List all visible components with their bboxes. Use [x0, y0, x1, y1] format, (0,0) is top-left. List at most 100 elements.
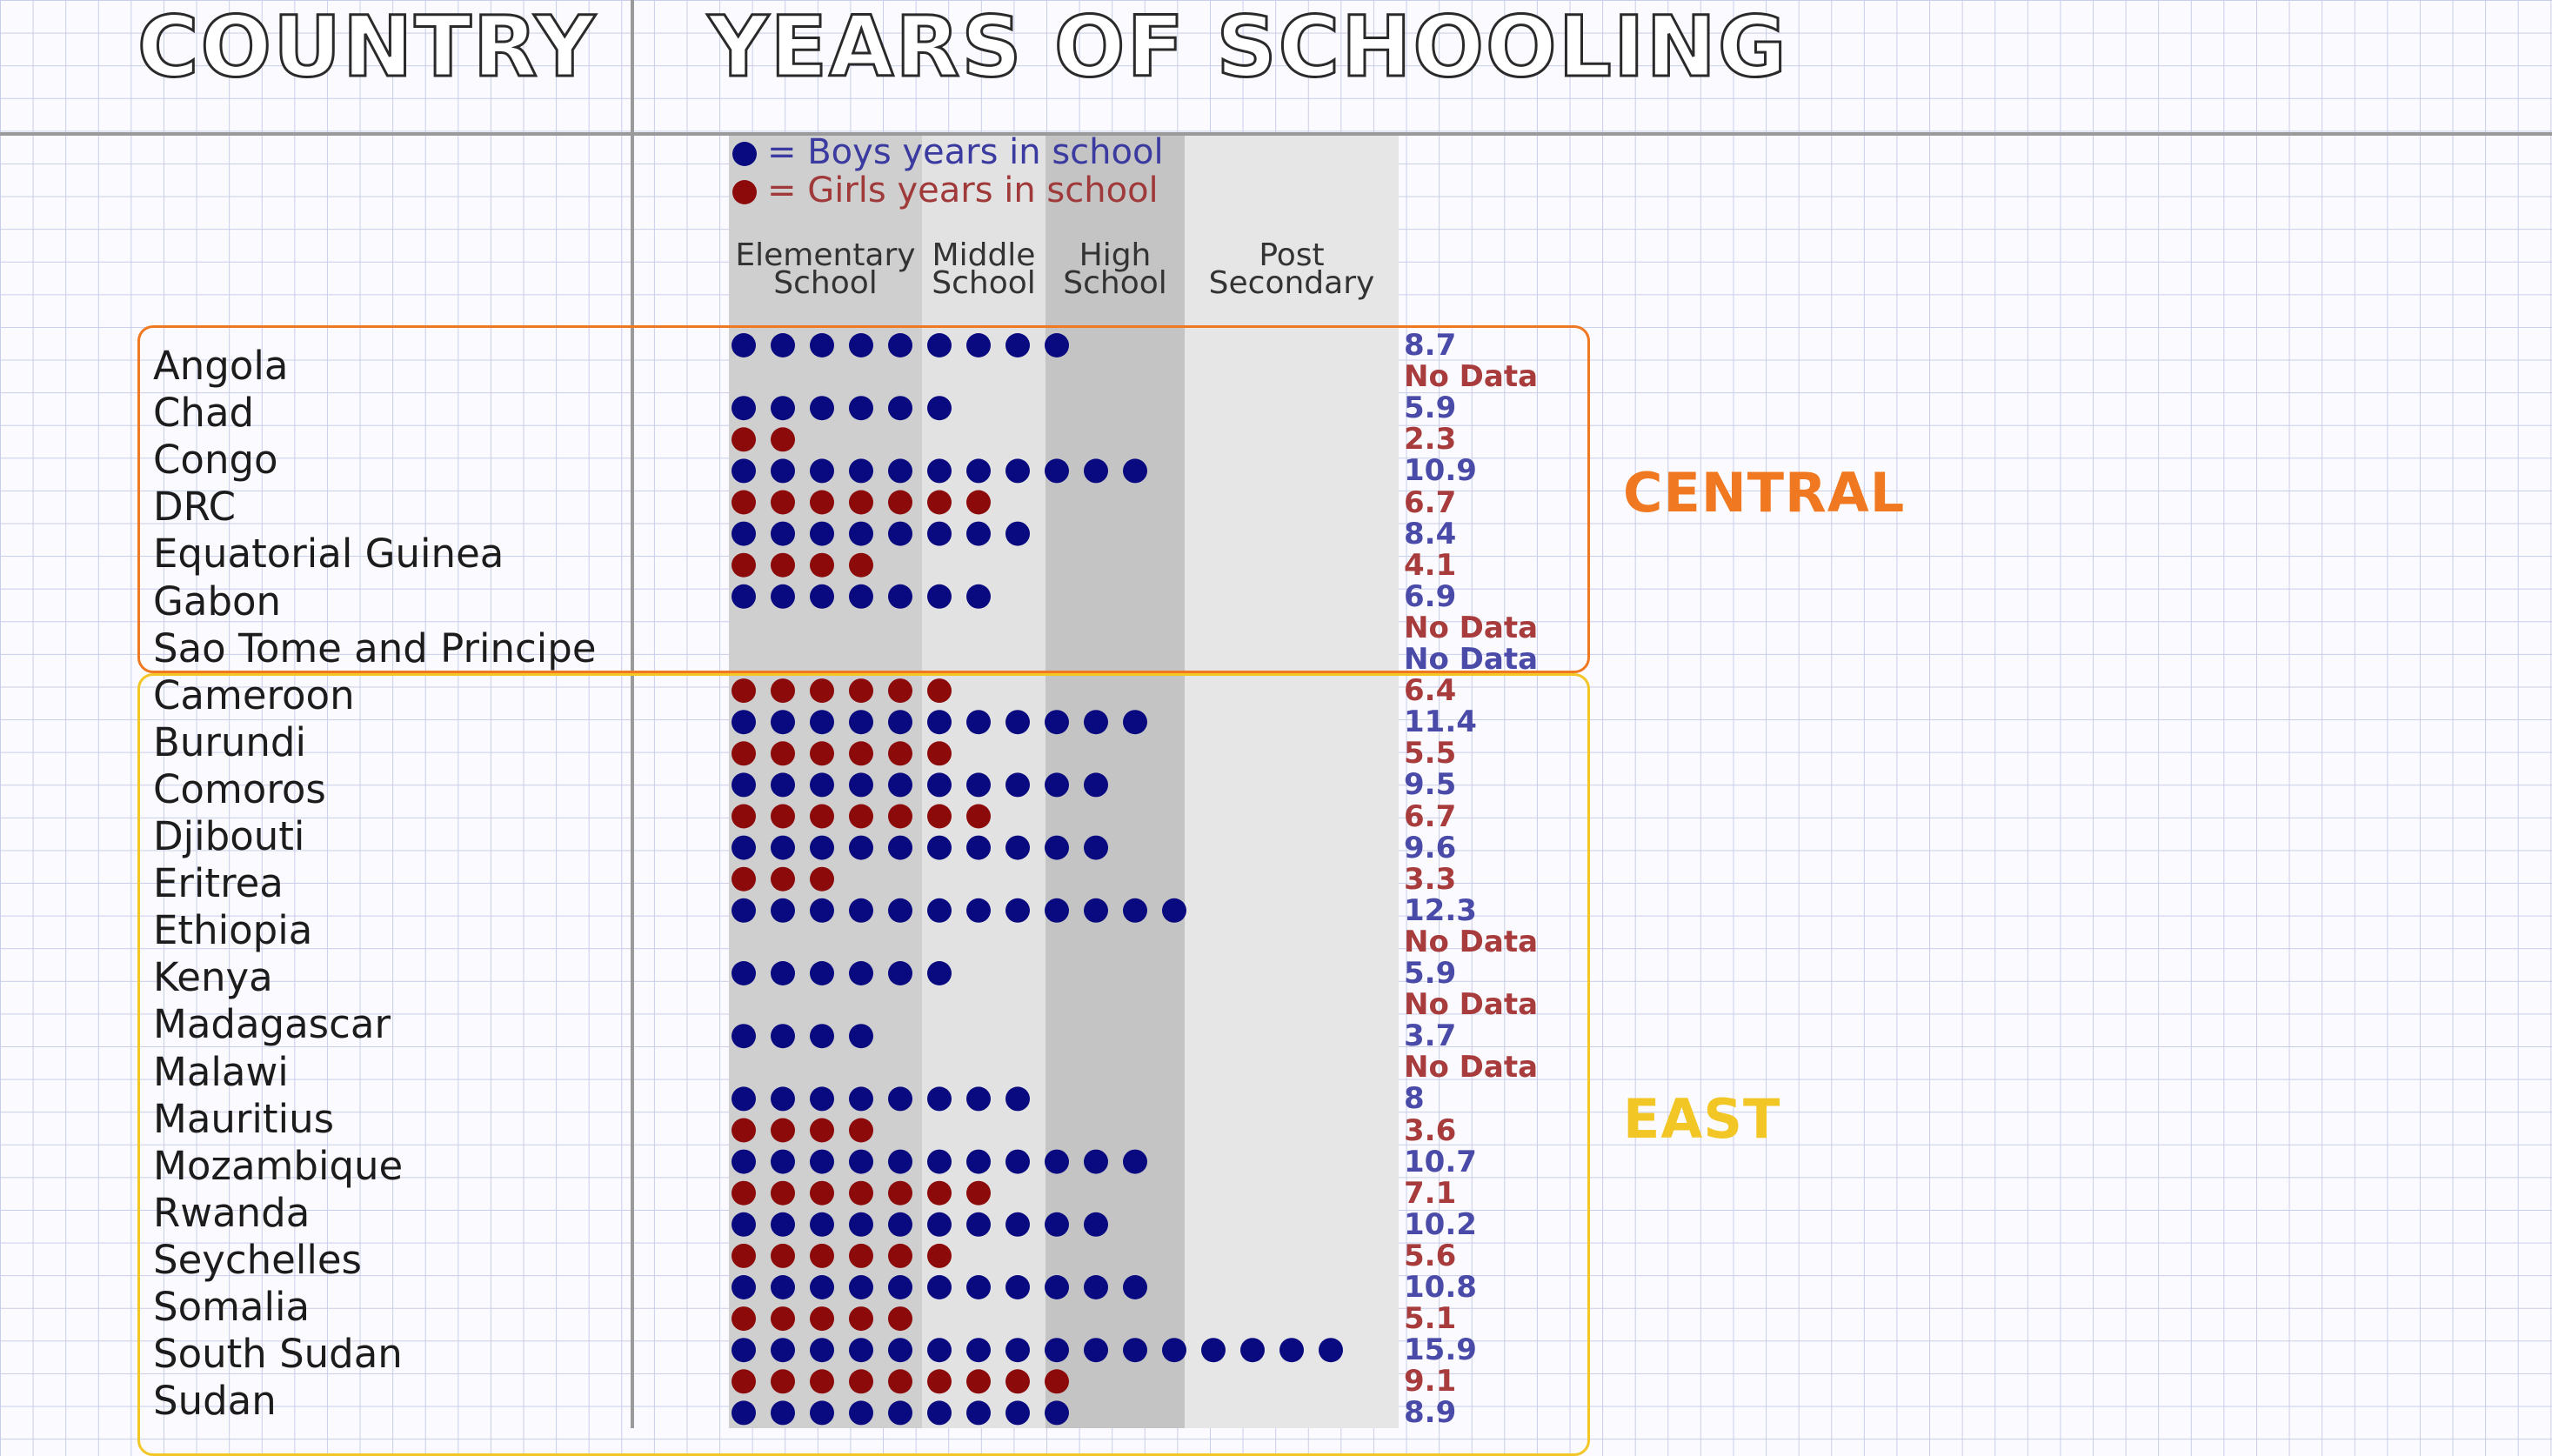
value-label: 6.4 — [1404, 673, 1457, 709]
girls-year-dot — [732, 804, 756, 829]
boys-year-dot — [771, 333, 795, 357]
boys-year-dot — [1045, 1338, 1069, 1363]
boys-year-dot — [849, 396, 873, 421]
boys-year-dot — [732, 1275, 756, 1299]
boys-year-dot — [849, 1338, 873, 1363]
boys-year-dot — [849, 961, 873, 985]
country-label: Gabon — [153, 578, 282, 624]
boys-year-dot — [732, 898, 756, 923]
boys-year-dot — [888, 333, 912, 357]
boys-year-dot — [966, 1149, 991, 1174]
boys-year-dot — [888, 584, 912, 609]
girls-year-dot — [732, 1306, 756, 1332]
legend-boys: = Boys years in school — [732, 132, 1164, 172]
boys-year-dot — [1045, 333, 1069, 357]
girls-year-dot — [771, 490, 795, 515]
boys-year-dot — [1084, 772, 1108, 798]
legend-boys-label: = Boys years in school — [767, 132, 1164, 172]
boys-year-dot — [771, 772, 795, 798]
boys-year-dot — [1005, 1149, 1030, 1174]
stage-elementary-line1: Elementary — [735, 237, 916, 273]
boys-year-dot — [927, 1275, 952, 1299]
value-label: 10.8 — [1404, 1270, 1477, 1305]
boys-year-dot — [1005, 458, 1030, 484]
country-label: Congo — [153, 437, 278, 484]
boys-year-dot — [849, 1024, 873, 1049]
girls-year-dot — [966, 1180, 991, 1206]
boys-year-dot — [771, 584, 795, 609]
boys-year-dot — [849, 584, 873, 609]
boys-year-dot — [810, 1400, 834, 1426]
boys-year-dot — [732, 584, 756, 609]
girls-year-dot — [810, 1306, 834, 1332]
girls-year-dot — [849, 1180, 873, 1206]
boys-year-dot — [849, 1086, 873, 1112]
value-label: 4.1 — [1404, 547, 1457, 583]
girls-year-dot — [849, 741, 873, 766]
boys-year-dot — [810, 521, 834, 546]
boys-year-dot — [771, 1149, 795, 1174]
boys-year-dot — [888, 1400, 912, 1426]
stage-elementary-line2: School — [773, 265, 878, 301]
stage-high-line2: School — [1063, 265, 1167, 301]
boys-year-dot — [888, 1212, 912, 1237]
stage-elementary: Elementary School — [729, 237, 922, 301]
boys-year-dot — [771, 1400, 795, 1426]
legend-girls-label: = Girls years in school — [767, 170, 1159, 210]
country-label: Madagascar — [153, 1001, 391, 1048]
boys-year-dot — [1045, 835, 1069, 860]
boys-year-dot — [849, 458, 873, 484]
boys-year-dot — [771, 1212, 795, 1237]
boys-year-dot — [810, 1212, 834, 1237]
boys-year-dot — [810, 458, 834, 484]
girls-year-dot — [771, 741, 795, 766]
boys-year-dot — [927, 1149, 952, 1174]
girls-year-dot — [771, 1369, 795, 1394]
value-label: 5.9 — [1404, 391, 1457, 426]
region-central-label: CENTRAL — [1623, 461, 1906, 524]
country-label: Mozambique — [153, 1142, 404, 1189]
boys-year-dot — [1084, 710, 1108, 735]
years-header: YEARS OF SCHOOLING — [707, 0, 1788, 96]
girls-year-dot — [927, 678, 952, 704]
value-label: 9.5 — [1404, 767, 1457, 803]
stage-middle: Middle School — [922, 240, 1046, 299]
boys-year-dot — [1005, 333, 1030, 357]
girls-year-dot — [732, 490, 756, 515]
country-label: South Sudan — [153, 1331, 403, 1378]
girls-year-dot — [771, 678, 795, 704]
girls-year-dot — [888, 741, 912, 766]
value-label: 3.6 — [1404, 1112, 1457, 1148]
girls-year-dot — [888, 1180, 912, 1206]
boys-year-dot — [849, 1212, 873, 1237]
country-label: Somalia — [153, 1284, 311, 1330]
boys-year-dot — [1005, 1400, 1030, 1426]
region-central-box — [137, 325, 1590, 673]
girls-year-dot — [771, 1243, 795, 1268]
country-label: Angola — [153, 343, 289, 389]
country-label: DRC — [153, 484, 237, 531]
value-label: 5.9 — [1404, 956, 1457, 991]
country-header: COUNTRY — [136, 0, 598, 96]
girls-year-dot — [849, 552, 873, 578]
value-label: 8 — [1404, 1081, 1425, 1117]
boys-year-dot — [888, 961, 912, 985]
girls-year-dot — [888, 1243, 912, 1268]
girls-year-dot — [927, 490, 952, 515]
girls-year-dot — [927, 804, 952, 829]
country-label: Malawi — [153, 1048, 289, 1095]
boys-year-dot — [1201, 1338, 1226, 1363]
boys-year-dot — [771, 835, 795, 860]
girls-year-dot — [888, 678, 912, 704]
boys-year-dot — [927, 1400, 952, 1426]
boys-year-dot — [1045, 772, 1069, 798]
value-label: 3.7 — [1404, 1019, 1457, 1054]
boys-year-dot — [810, 333, 834, 357]
boys-year-dot — [849, 835, 873, 860]
girls-year-dot — [966, 804, 991, 829]
boys-dot-icon — [732, 142, 757, 166]
girls-year-dot — [849, 490, 873, 515]
girls-year-dot — [732, 552, 756, 578]
girls-year-dot — [810, 741, 834, 766]
